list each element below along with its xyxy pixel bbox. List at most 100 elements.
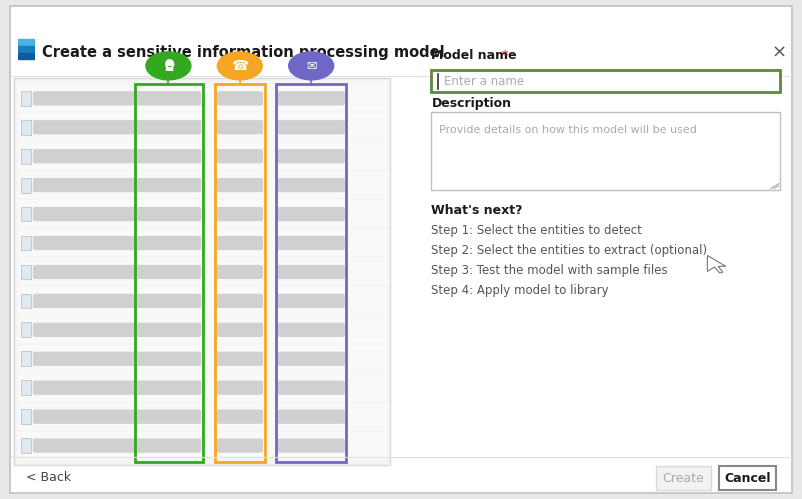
FancyBboxPatch shape <box>277 207 345 221</box>
FancyBboxPatch shape <box>136 207 201 221</box>
FancyBboxPatch shape <box>217 294 263 308</box>
FancyBboxPatch shape <box>217 410 263 424</box>
Text: ●: ● <box>165 60 172 66</box>
Text: Create a sensitive information processing model: Create a sensitive information processin… <box>42 45 444 60</box>
FancyBboxPatch shape <box>33 294 140 308</box>
FancyBboxPatch shape <box>21 380 31 395</box>
FancyBboxPatch shape <box>277 149 345 163</box>
FancyBboxPatch shape <box>277 410 345 424</box>
FancyBboxPatch shape <box>18 171 387 198</box>
FancyBboxPatch shape <box>136 323 201 337</box>
FancyBboxPatch shape <box>18 142 387 169</box>
Text: ×: × <box>772 43 787 61</box>
Text: *: * <box>498 49 508 62</box>
FancyBboxPatch shape <box>217 120 263 134</box>
FancyBboxPatch shape <box>21 438 31 453</box>
Text: < Back: < Back <box>26 471 71 485</box>
FancyBboxPatch shape <box>18 229 387 256</box>
FancyBboxPatch shape <box>18 287 387 314</box>
Text: Enter a name: Enter a name <box>444 75 524 88</box>
FancyBboxPatch shape <box>33 323 140 337</box>
Circle shape <box>217 52 262 80</box>
FancyBboxPatch shape <box>217 265 263 279</box>
FancyBboxPatch shape <box>18 345 387 372</box>
Polygon shape <box>707 255 726 273</box>
FancyBboxPatch shape <box>18 316 387 343</box>
Text: Create: Create <box>662 472 704 485</box>
Circle shape <box>146 52 191 80</box>
FancyBboxPatch shape <box>217 91 263 105</box>
FancyBboxPatch shape <box>136 236 201 250</box>
FancyBboxPatch shape <box>18 200 387 227</box>
Text: ✉: ✉ <box>306 59 317 72</box>
Text: Step 1: Select the entities to detect: Step 1: Select the entities to detect <box>431 224 642 237</box>
FancyBboxPatch shape <box>277 294 345 308</box>
Circle shape <box>289 52 334 80</box>
FancyBboxPatch shape <box>21 178 31 193</box>
FancyBboxPatch shape <box>719 466 776 490</box>
FancyBboxPatch shape <box>277 439 345 453</box>
FancyBboxPatch shape <box>217 323 263 337</box>
FancyBboxPatch shape <box>33 439 140 453</box>
FancyBboxPatch shape <box>431 112 780 190</box>
FancyBboxPatch shape <box>21 91 31 106</box>
Text: Model name: Model name <box>431 49 517 62</box>
FancyBboxPatch shape <box>21 236 31 250</box>
FancyBboxPatch shape <box>277 178 345 192</box>
FancyBboxPatch shape <box>136 439 201 453</box>
FancyBboxPatch shape <box>136 91 201 105</box>
FancyBboxPatch shape <box>277 236 345 250</box>
FancyBboxPatch shape <box>33 265 140 279</box>
FancyBboxPatch shape <box>33 120 140 134</box>
FancyBboxPatch shape <box>21 293 31 308</box>
FancyBboxPatch shape <box>21 207 31 222</box>
FancyBboxPatch shape <box>217 439 263 453</box>
Text: ☎: ☎ <box>231 59 249 73</box>
FancyBboxPatch shape <box>33 149 140 163</box>
FancyBboxPatch shape <box>33 207 140 221</box>
FancyBboxPatch shape <box>18 374 387 401</box>
FancyBboxPatch shape <box>33 410 140 424</box>
FancyBboxPatch shape <box>277 352 345 366</box>
Text: Cancel: Cancel <box>724 472 771 485</box>
FancyBboxPatch shape <box>217 178 263 192</box>
Text: Step 4: Apply model to library: Step 4: Apply model to library <box>431 284 609 297</box>
FancyBboxPatch shape <box>136 120 201 134</box>
FancyBboxPatch shape <box>136 352 201 366</box>
Text: ▬: ▬ <box>164 64 173 74</box>
FancyBboxPatch shape <box>21 409 31 424</box>
FancyBboxPatch shape <box>21 351 31 366</box>
Text: Provide details on how this model will be used: Provide details on how this model will b… <box>439 125 698 135</box>
FancyBboxPatch shape <box>277 91 345 105</box>
FancyBboxPatch shape <box>21 149 31 164</box>
FancyBboxPatch shape <box>136 410 201 424</box>
FancyBboxPatch shape <box>18 113 387 140</box>
FancyBboxPatch shape <box>277 381 345 395</box>
FancyBboxPatch shape <box>18 403 387 430</box>
Text: Description: Description <box>431 97 512 110</box>
FancyBboxPatch shape <box>18 432 387 459</box>
FancyBboxPatch shape <box>136 149 201 163</box>
FancyBboxPatch shape <box>136 381 201 395</box>
FancyBboxPatch shape <box>136 265 201 279</box>
FancyBboxPatch shape <box>656 466 711 490</box>
Text: ❶: ❶ <box>163 59 174 72</box>
FancyBboxPatch shape <box>33 91 140 105</box>
FancyBboxPatch shape <box>10 6 792 493</box>
FancyBboxPatch shape <box>217 207 263 221</box>
FancyBboxPatch shape <box>18 84 387 111</box>
Text: What's next?: What's next? <box>431 204 523 217</box>
FancyBboxPatch shape <box>431 70 780 92</box>
FancyBboxPatch shape <box>33 381 140 395</box>
Text: Step 3: Test the model with sample files: Step 3: Test the model with sample files <box>431 264 668 277</box>
Text: Step 2: Select the entities to extract (optional): Step 2: Select the entities to extract (… <box>431 244 707 257</box>
FancyBboxPatch shape <box>136 178 201 192</box>
FancyBboxPatch shape <box>18 258 387 285</box>
FancyBboxPatch shape <box>21 264 31 279</box>
FancyBboxPatch shape <box>136 294 201 308</box>
FancyBboxPatch shape <box>21 322 31 337</box>
FancyBboxPatch shape <box>217 236 263 250</box>
FancyBboxPatch shape <box>217 352 263 366</box>
FancyBboxPatch shape <box>21 120 31 135</box>
FancyBboxPatch shape <box>217 381 263 395</box>
